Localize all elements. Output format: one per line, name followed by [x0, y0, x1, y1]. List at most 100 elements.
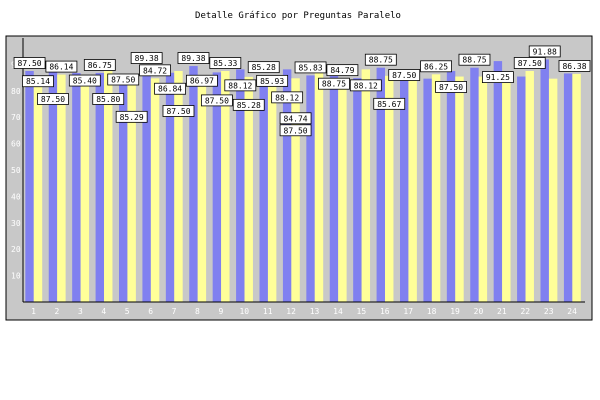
data-label-text: 86.75 [88, 61, 112, 70]
data-label: 86.84 [154, 82, 186, 95]
data-label-box [68, 74, 101, 87]
data-label-box [115, 110, 148, 123]
data-label-box [45, 60, 78, 73]
data-label: 85.93 [256, 74, 289, 87]
bar [478, 76, 488, 302]
data-label-box [247, 61, 280, 74]
data-label-text: 87.50 [166, 107, 190, 116]
data-label-box [130, 52, 163, 64]
x-tick-label: 11 [263, 307, 273, 316]
x-tick-label: 7 [172, 307, 177, 316]
data-label-box [162, 105, 195, 117]
bar [385, 75, 394, 302]
bar [408, 71, 417, 302]
bar [236, 69, 245, 303]
data-label: 85.67 [373, 97, 406, 110]
data-label: 85.33 [209, 57, 242, 69]
bar [48, 71, 58, 302]
y-tick-label: 40 [11, 192, 21, 201]
data-label-box [13, 57, 46, 69]
bar [314, 71, 324, 302]
data-label: 88.12 [349, 79, 382, 92]
bars-group [25, 59, 581, 303]
data-label-box [458, 53, 491, 66]
data-label-text: 84.79 [330, 66, 354, 75]
data-label: 91.88 [528, 45, 561, 58]
data-label-text: 85.33 [213, 59, 237, 68]
x-tick-label: 6 [148, 307, 153, 316]
data-label: 89.38 [177, 52, 210, 64]
data-label: 85.28 [232, 98, 265, 111]
data-label: 86.97 [186, 74, 218, 87]
data-label: 87.50 [513, 57, 546, 69]
bar [525, 71, 534, 302]
x-tick-label: 20 [474, 307, 484, 316]
data-label-box [513, 57, 546, 69]
data-label: 89.38 [130, 52, 163, 64]
data-label-box [528, 45, 561, 58]
data-label: 88.12 [224, 79, 257, 92]
bar [502, 74, 511, 303]
bar [267, 76, 277, 302]
bar [174, 71, 183, 302]
bar [127, 76, 136, 302]
data-label-box [154, 82, 186, 95]
x-tick-label: 4 [101, 307, 106, 316]
data-label: 84.72 [139, 64, 171, 77]
data-label-text: 86.38 [562, 62, 586, 71]
y-tick-label: 10 [11, 272, 21, 281]
bar [221, 71, 230, 302]
bar [446, 71, 456, 302]
data-label-text: 88.75 [462, 56, 486, 65]
x-tick-label: 23 [544, 307, 554, 316]
x-axis: 1 2 3 4 5 6 7 8 9 10 11 12 13 14 15 16 17 18 19 20 21 22 23 24 [23, 301, 585, 316]
data-label-text: 88.75 [322, 80, 346, 89]
bar [548, 78, 558, 302]
data-label-box [388, 69, 421, 81]
data-label-box [279, 124, 312, 137]
data-label: 86.38 [558, 60, 591, 72]
bar [400, 71, 409, 302]
bar-chart: Detalle Gráfico por Preguntas Paralelo 1… [5, 11, 593, 321]
bar [57, 74, 66, 303]
data-label-box [349, 79, 382, 92]
data-label: 87.50 [13, 57, 46, 69]
data-label: 87.50 [200, 94, 233, 107]
data-label-box [294, 61, 327, 74]
x-tick-label: 16 [380, 307, 390, 316]
data-label-text: 87.50 [41, 95, 65, 104]
data-label: 86.14 [45, 60, 78, 73]
data-label-text: 85.28 [237, 101, 261, 110]
y-tick-label: 20 [11, 245, 21, 254]
bar [470, 67, 479, 302]
data-label-text: 87.50 [18, 59, 42, 68]
data-label-text: 87.50 [518, 59, 542, 68]
x-tick-label: 2 [55, 307, 60, 316]
data-label-text: 86.97 [190, 77, 214, 86]
bar [540, 59, 549, 302]
data-label-box [279, 112, 312, 125]
data-label-box [224, 79, 257, 92]
data-label-text: 89.38 [181, 54, 205, 63]
x-tick-label: 19 [450, 307, 460, 316]
data-label-text: 85.29 [120, 113, 144, 122]
bar [165, 72, 175, 302]
x-tick-label: 12 [286, 307, 296, 316]
bar [212, 72, 222, 302]
data-label-text: 89.38 [135, 54, 159, 63]
data-label: 86.25 [420, 60, 452, 73]
data-label: 88.12 [271, 91, 304, 104]
data-label-box [92, 93, 125, 105]
data-label-text: 85.40 [73, 77, 97, 86]
bar [517, 76, 526, 302]
bar [306, 75, 315, 302]
data-label: 85.28 [247, 61, 280, 74]
data-label-text: 91.25 [486, 73, 510, 82]
data-label: 87.50 [107, 73, 140, 86]
data-label-text: 88.12 [354, 81, 378, 90]
x-tick-label: 5 [125, 307, 130, 316]
bar [563, 73, 573, 302]
x-tick-label: 13 [310, 307, 320, 316]
x-tick-label: 15 [357, 307, 367, 316]
x-tick-label: 18 [427, 307, 437, 316]
